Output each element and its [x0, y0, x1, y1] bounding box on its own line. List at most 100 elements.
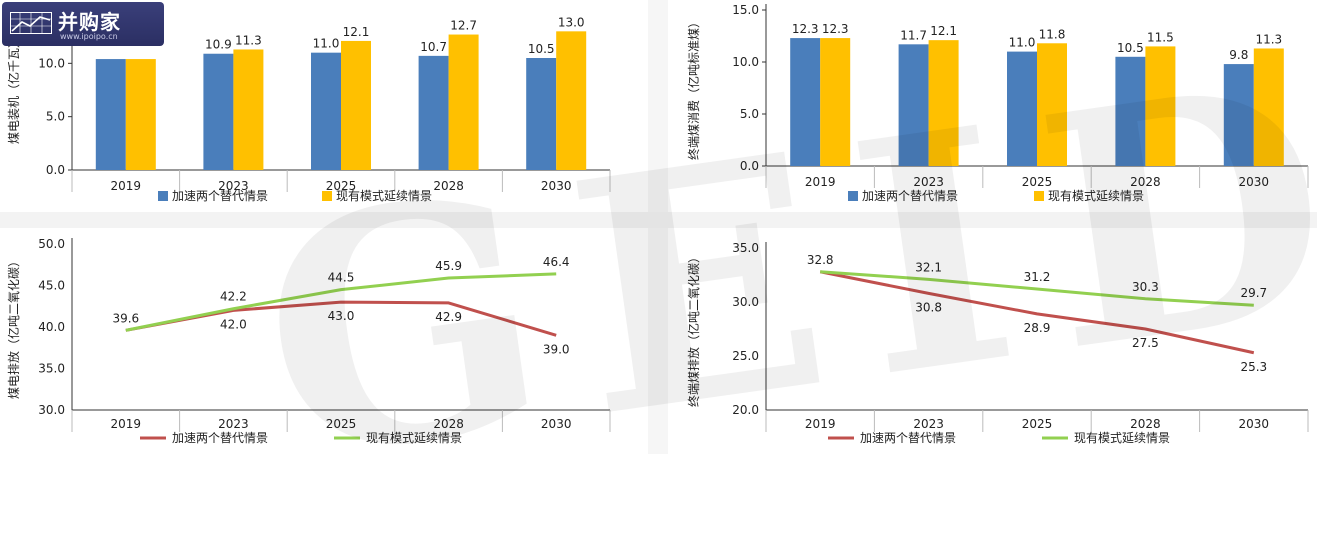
data-label: 11.3 — [235, 33, 262, 47]
data-label: 43.0 — [328, 309, 355, 323]
data-label: 31.2 — [1024, 270, 1051, 284]
bar-current — [1145, 46, 1176, 166]
y-tick-label: 30.0 — [38, 403, 65, 417]
bar-accelerated — [1223, 64, 1254, 166]
bar-accelerated — [203, 53, 234, 170]
data-label: 25.3 — [1240, 360, 1267, 374]
y-axis-title: 终端煤排放（亿吨二氧化碳） — [686, 251, 701, 407]
y-tick-label: 35.0 — [38, 362, 65, 376]
y-tick-label: 30.0 — [732, 295, 759, 309]
legend-swatch — [1034, 191, 1044, 201]
data-label: 11.5 — [1147, 30, 1174, 44]
legend-swatch — [848, 191, 858, 201]
y-tick-label: 50.0 — [38, 237, 65, 251]
series-line-current — [125, 272, 557, 332]
bar-accelerated — [95, 59, 126, 170]
x-tick-label: 2019 — [111, 417, 142, 431]
y-tick-label: 10.0 — [732, 55, 759, 69]
x-tick-label: 2028 — [433, 417, 464, 431]
data-label: 12.7 — [450, 19, 477, 33]
bar-accelerated — [311, 52, 341, 170]
data-label: 39.6 — [112, 311, 139, 325]
data-label: 12.1 — [343, 25, 370, 39]
y-axis-title: 煤电装机（亿千瓦） — [6, 36, 21, 144]
data-label: 10.5 — [528, 42, 555, 56]
chart-panel-coal-capacity: 0.05.010.015.020192023202520282030煤电装机（亿… — [0, 0, 648, 212]
data-label: 10.5 — [1117, 41, 1144, 55]
bar-current — [928, 40, 959, 166]
data-label: 10.7 — [420, 40, 447, 54]
bar-current — [1253, 48, 1284, 167]
y-tick-label: 15.0 — [732, 3, 759, 17]
terminal-coal-consumption-chart: 0.0 5.0 10.0 15.0 2019 2023 2025 2028 2030 终端煤消费（… — [686, 3, 1309, 203]
x-tick-label: 2028 — [1130, 417, 1161, 431]
y-tick-label: 25.0 — [732, 349, 759, 363]
x-tick-label: 2030 — [541, 179, 572, 193]
series-line-accelerated — [819, 270, 1255, 355]
data-label: 11.7 — [900, 28, 927, 42]
data-label: 42.0 — [220, 317, 247, 331]
data-label: 12.1 — [930, 24, 957, 38]
x-tick-label: 2028 — [433, 179, 464, 193]
bar-accelerated — [526, 58, 557, 170]
y-axis-title: 终端煤消费（亿吨标准煤） — [686, 16, 701, 160]
logo-url: www.ipoipo.cn — [60, 32, 118, 41]
bar-accelerated — [898, 44, 929, 166]
series-line-current — [820, 270, 1254, 307]
bar-current — [556, 31, 587, 171]
y-tick-label: 45.0 — [38, 279, 65, 293]
data-label: 10.9 — [205, 38, 232, 52]
bar-accelerated — [418, 55, 449, 170]
x-tick-label: 2030 — [541, 417, 572, 431]
bar-current — [820, 38, 851, 166]
data-label: 9.8 — [1229, 48, 1248, 62]
x-tick-label: 2023 — [913, 175, 944, 189]
data-label: 44.5 — [328, 271, 355, 285]
x-tick-label: 2019 — [111, 179, 142, 193]
data-label: 13.0 — [558, 15, 585, 29]
data-label: 32.8 — [807, 253, 834, 267]
data-label: 30.3 — [1132, 280, 1159, 294]
legend-label: 现有模式延续情景 — [336, 189, 432, 203]
bar-accelerated — [1115, 56, 1146, 166]
data-label: 12.3 — [822, 22, 849, 36]
horizontal-divider — [0, 212, 1317, 228]
data-label: 46.4 — [543, 255, 570, 269]
x-tick-label: 2028 — [1130, 175, 1161, 189]
y-tick-label: 35.0 — [732, 241, 759, 255]
coal-power-emissions-chart: 30.0 35.0 40.0 45.0 50.0 2019 2023 2025 2028 2030… — [6, 237, 611, 445]
data-label: 28.9 — [1024, 321, 1051, 335]
x-tick-label: 2019 — [805, 175, 836, 189]
legend-swatch — [158, 191, 168, 201]
legend-label: 现有模式延续情景 — [366, 431, 462, 445]
data-label: 27.5 — [1132, 336, 1159, 350]
data-label: 11.3 — [1255, 32, 1282, 46]
chart-panel-coal-power-emissions: 30.0 35.0 40.0 45.0 50.0 2019 2023 2025 2028 2030… — [0, 228, 648, 454]
x-tick-label: 2023 — [913, 417, 944, 431]
coal-capacity-chart: 0.05.010.015.020192023202520282030煤电装机（亿… — [6, 3, 611, 203]
x-tick-label: 2023 — [218, 179, 249, 193]
data-label: 45.9 — [435, 259, 462, 273]
y-tick-label: 40.0 — [38, 320, 65, 334]
legend-label: 加速两个替代情景 — [172, 189, 268, 203]
y-tick-label: 10.0 — [38, 56, 65, 70]
logo-brand: 并购家 — [58, 10, 121, 34]
x-tick-label: 2025 — [326, 179, 357, 193]
bar-current — [1037, 43, 1067, 166]
legend-label: 现有模式延续情景 — [1074, 431, 1170, 445]
x-tick-label: 2030 — [1239, 175, 1270, 189]
x-tick-label: 2030 — [1239, 417, 1270, 431]
x-tick-label: 2025 — [1022, 175, 1053, 189]
y-tick-label: 0.0 — [46, 163, 65, 177]
bar-current — [341, 40, 371, 170]
data-label: 29.7 — [1240, 286, 1267, 300]
legend-label: 加速两个替代情景 — [172, 431, 268, 445]
bar-accelerated — [790, 38, 821, 166]
legend-label: 加速两个替代情景 — [862, 189, 958, 203]
data-label: 42.9 — [435, 310, 462, 324]
y-tick-label: 5.0 — [46, 110, 65, 124]
legend-label: 现有模式延续情景 — [1048, 189, 1144, 203]
data-label: 30.8 — [915, 300, 942, 314]
logo-chart-icon — [10, 12, 52, 34]
legend-swatch — [322, 191, 332, 201]
